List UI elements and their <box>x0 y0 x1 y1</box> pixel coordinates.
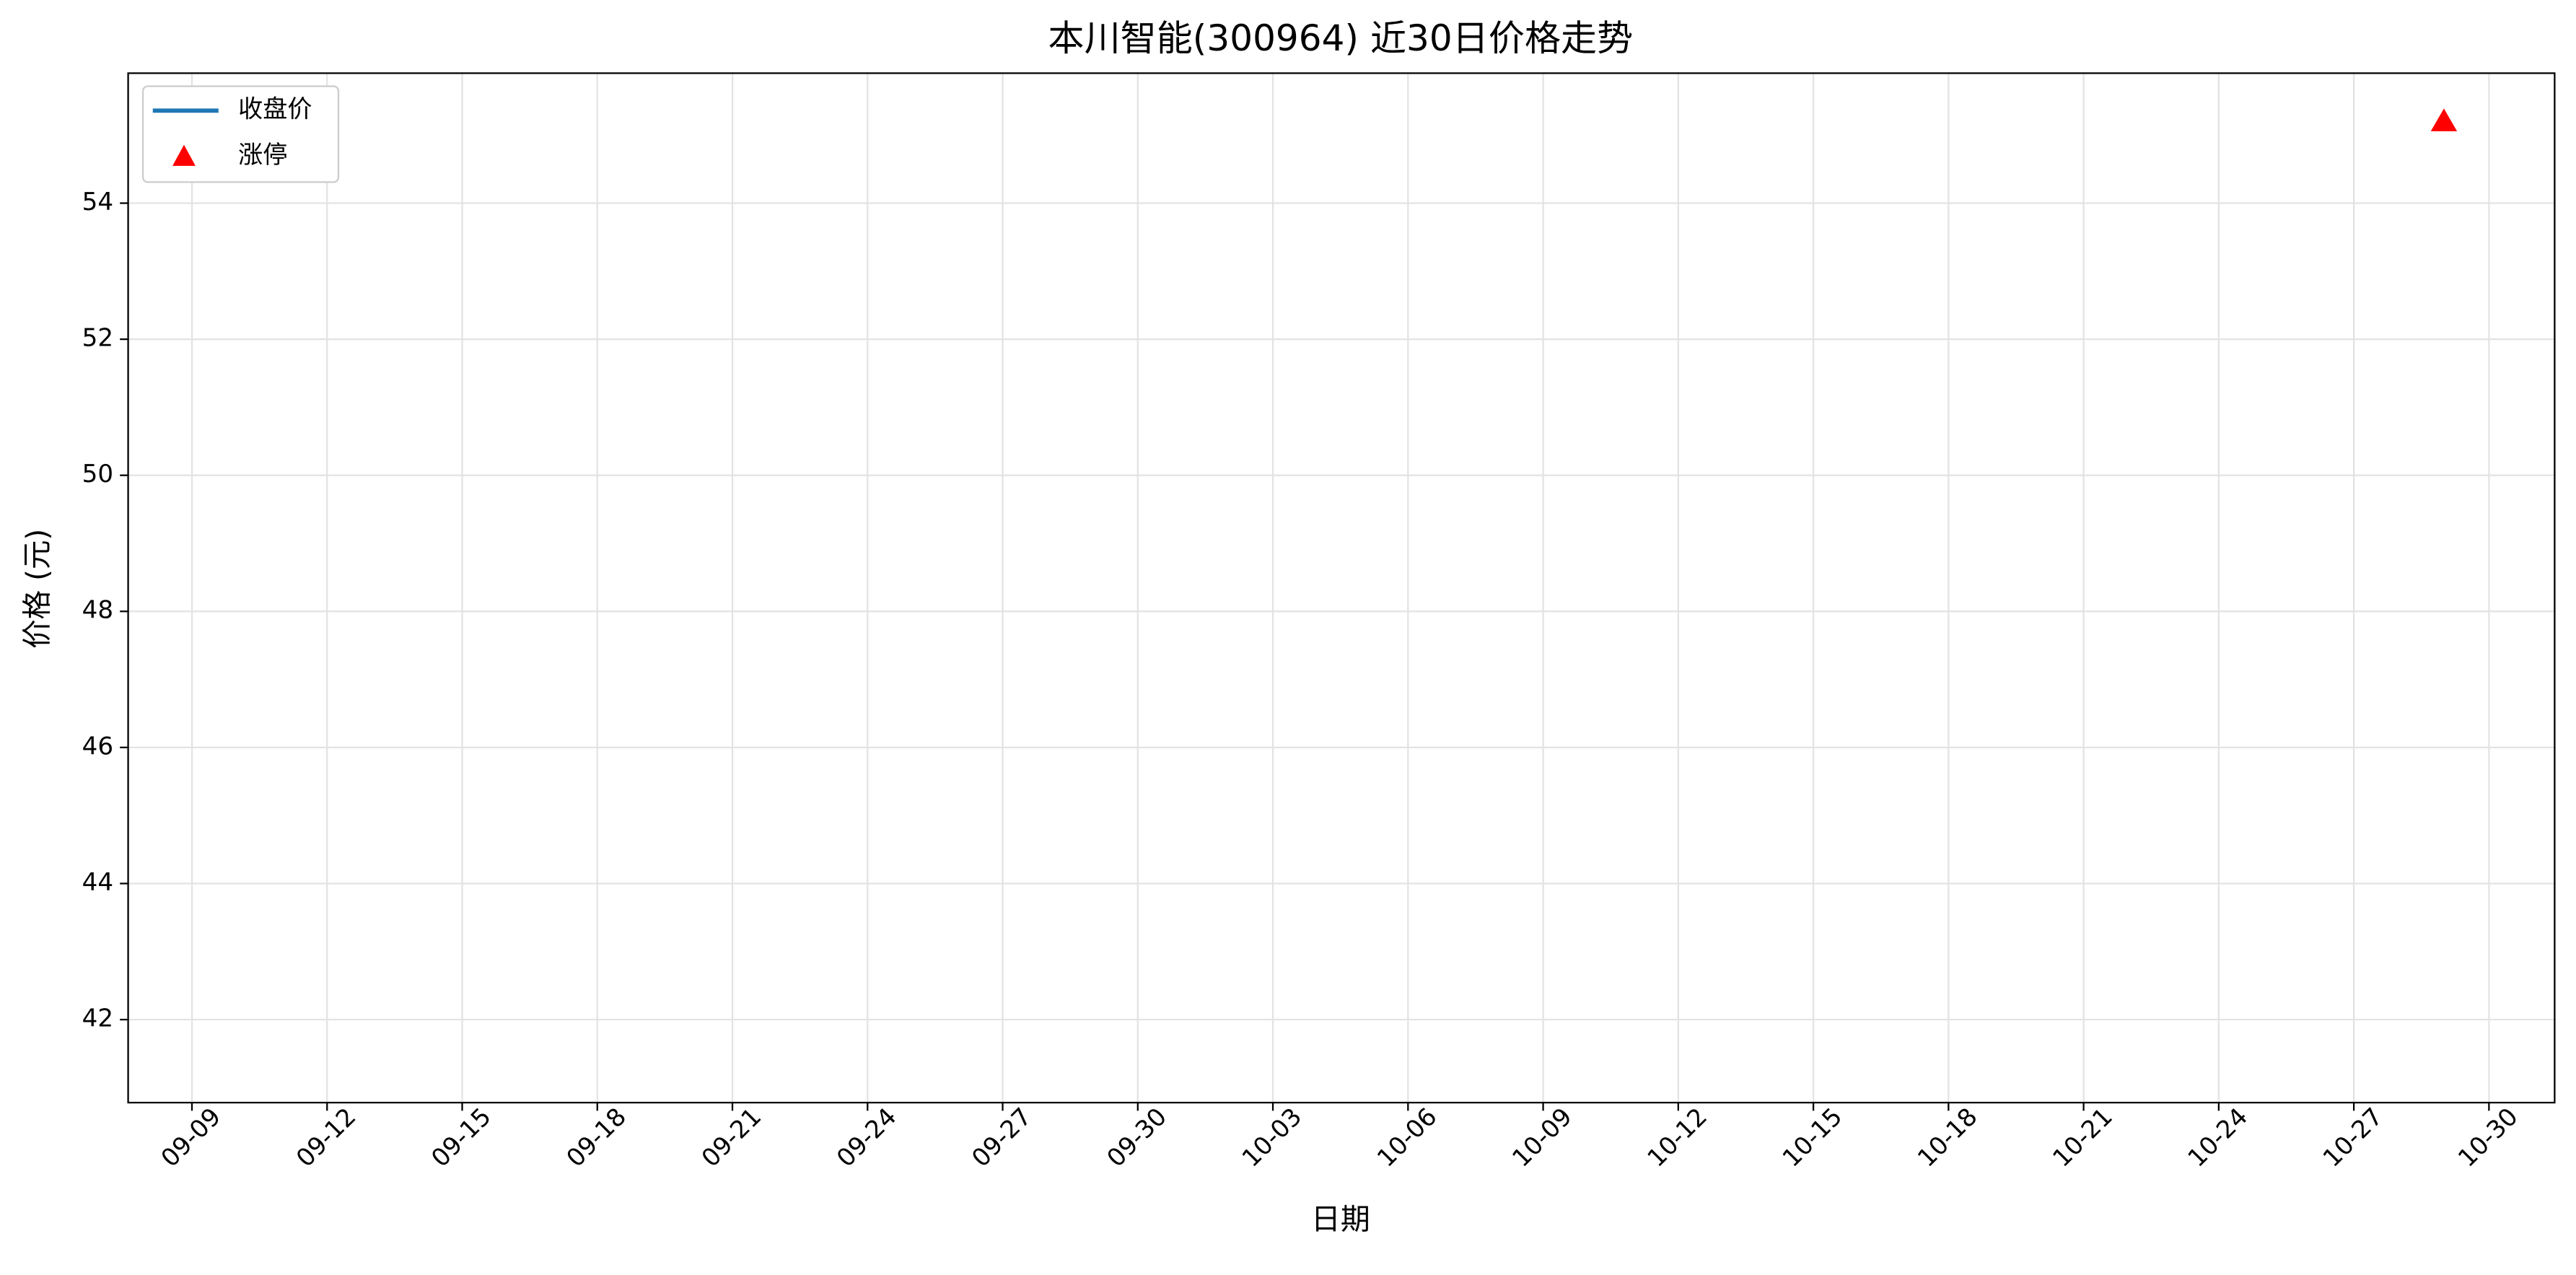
y-tick-label: 48 <box>82 596 113 625</box>
x-tick-label: 09-15 <box>426 1103 497 1173</box>
x-tick-label: 10-30 <box>2453 1103 2524 1173</box>
x-tick-label: 09-09 <box>156 1103 227 1173</box>
x-tick-label: 10-09 <box>1507 1103 1578 1173</box>
legend-label: 涨停 <box>238 141 287 170</box>
x-tick-label: 10-06 <box>1372 1103 1443 1173</box>
x-tick-label: 09-18 <box>561 1103 632 1173</box>
x-tick-label: 10-27 <box>2318 1103 2389 1173</box>
x-tick-label: 10-03 <box>1237 1103 1308 1173</box>
y-tick-label: 54 <box>82 188 113 216</box>
y-tick-label: 52 <box>82 324 113 353</box>
y-axis-label: 价格 (元) <box>20 529 55 649</box>
x-tick-label: 10-24 <box>2183 1103 2254 1173</box>
x-axis-label: 日期 <box>1311 1202 1370 1237</box>
x-tick-label: 10-15 <box>1777 1103 1849 1173</box>
y-tick-label: 42 <box>82 1004 113 1033</box>
x-tick-label: 10-12 <box>1642 1103 1713 1173</box>
legend-marker <box>172 144 196 166</box>
x-tick-label: 09-12 <box>291 1103 362 1173</box>
limit-up-marker <box>2430 108 2458 131</box>
x-tick-label: 09-21 <box>696 1103 768 1173</box>
x-tick-label: 09-24 <box>831 1103 903 1173</box>
plot-frame <box>127 72 2556 1104</box>
x-tick-label: 09-27 <box>966 1103 1038 1173</box>
y-tick-label: 50 <box>82 460 113 488</box>
x-tick-label: 10-21 <box>2047 1103 2119 1173</box>
y-tick-label: 46 <box>82 732 113 761</box>
legend-label: 收盘价 <box>238 95 312 124</box>
y-tick-label: 44 <box>82 868 113 897</box>
x-tick-label: 09-30 <box>1101 1103 1173 1173</box>
chart-title: 本川智能(300964) 近30日价格走势 <box>1048 17 1634 59</box>
x-tick-label: 10-18 <box>1912 1103 1984 1173</box>
